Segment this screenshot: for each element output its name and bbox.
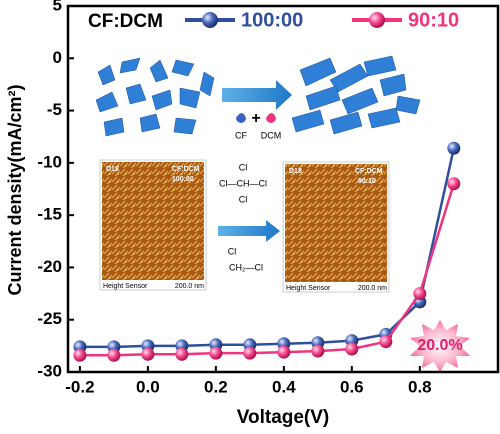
data-point [141,347,155,361]
legend-label: 100:00 [241,9,303,31]
data-point [209,346,223,360]
inset: + CF DCM D18 CF:DCM 100:00 Height Sensor… [95,55,421,293]
data-point [447,141,461,155]
legend-marker [369,12,385,28]
arrow [218,220,280,242]
data-point [277,345,291,359]
data-point [243,346,257,360]
afm-label: D18 [289,168,302,175]
y-tick-label: -5 [47,100,62,119]
molecule: Cl—CH—Cl [219,178,267,188]
x-tick-label: 0.6 [340,377,364,396]
data-point [107,348,121,362]
molecule: Cl [239,194,248,204]
afm-label: 90:10 [358,178,376,185]
x-tick-label: 0.2 [204,377,228,396]
annotation: 20.0% [417,337,462,354]
y-axis-title: Current density(mA/cm²) [5,84,25,295]
solvent-label: CF [235,130,247,140]
legend-label: 90:10 [408,9,459,31]
afm-label: 200.0 nm [175,283,204,290]
data-point [311,344,325,358]
y-tick-label: 5 [53,0,62,14]
flakes [95,57,215,137]
x-tick-label: 0.8 [408,377,432,396]
data-point [345,342,359,356]
afm-label: 100:00 [172,176,194,183]
plus: + [251,110,260,127]
highlight-burst [410,320,470,372]
molecule: Cl [239,162,248,172]
flakes [291,55,421,135]
data-point [447,177,461,191]
y-tick-label: -30 [37,361,62,380]
molecule: CH₂—Cl [229,262,263,272]
data-point [73,348,87,362]
solvent-label: DCM [261,130,282,140]
afm-label: D18 [106,166,119,173]
y-tick-label: 0 [53,48,62,67]
afm-image [285,164,387,282]
legend-marker [202,12,218,28]
afm-label: CF:DCM [355,168,383,175]
y-tick-label: -15 [37,205,62,224]
data-point [379,335,393,349]
x-tick-label: 0.4 [272,377,296,396]
afm-image [102,162,204,280]
data-point [413,287,427,301]
drop [266,113,276,123]
x-axis-title: Voltage(V) [237,407,330,428]
y-tick-label: -20 [37,257,62,276]
arrow [222,80,292,110]
x-tick-label: 0.0 [136,377,160,396]
data-point [175,347,189,361]
y-tick-label: -10 [37,152,62,171]
legend-title: CF:DCM [88,11,163,32]
afm-label: 200.0 nm [358,285,387,292]
molecule: Cl [228,246,237,256]
afm-label: Height Sensor [286,285,331,292]
y-tick-label: -25 [37,309,62,328]
afm-label: Height Sensor [103,283,148,290]
drop [236,113,246,123]
x-tick-label: -0.2 [65,377,94,396]
afm-label: CF:DCM [172,166,200,173]
